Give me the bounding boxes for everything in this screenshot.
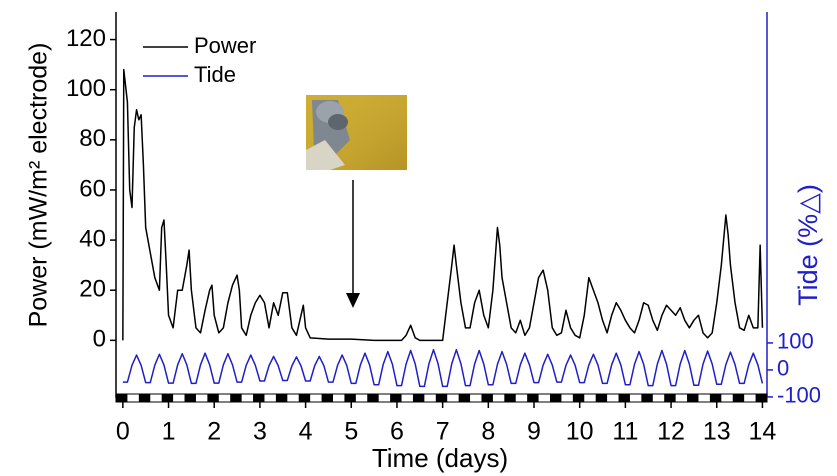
y-tick-label: 0 — [93, 326, 106, 353]
y-tick-label: 120 — [66, 25, 106, 52]
y2-tick-label: 0 — [777, 356, 789, 381]
x-tick-label: 7 — [436, 418, 450, 446]
series-line — [122, 68, 764, 342]
x-tick-label: 3 — [253, 418, 267, 446]
x-axis-label: Time (days) — [372, 443, 508, 473]
x-tick-label: 10 — [566, 418, 594, 446]
x-tick-label: 0 — [116, 418, 130, 446]
y2-tick-label: -100 — [777, 383, 821, 408]
y-axis-label: Power (mW/m² electrode) — [25, 43, 53, 328]
x-tick-label: 9 — [527, 418, 541, 446]
x-tick-label: 8 — [481, 418, 495, 446]
x-tick-label: 1 — [162, 418, 176, 446]
x-tick-label: 5 — [344, 418, 358, 446]
x-tick-label: 4 — [299, 418, 313, 446]
x-tick-label: 12 — [657, 418, 685, 446]
y-tick-label: 80 — [79, 125, 106, 152]
y-tick-label: 40 — [79, 225, 106, 252]
x-tick-label: 6 — [390, 418, 404, 446]
y-tick-label: 60 — [79, 175, 106, 202]
legend-label: Tide — [194, 62, 236, 87]
x-tick-label: 11 — [612, 418, 638, 446]
series-line — [122, 348, 764, 388]
y2-axis-label: Tide (%△) — [793, 184, 823, 306]
inset-photo — [306, 95, 407, 170]
legend-label: Power — [194, 33, 256, 58]
y-tick-label: 100 — [66, 75, 106, 102]
x-tick-label: 13 — [703, 418, 731, 446]
y2-tick-label: 100 — [777, 329, 814, 354]
x-tick-label: 14 — [749, 418, 777, 446]
x-tick-label: 2 — [207, 418, 221, 446]
y-tick-label: 20 — [79, 276, 106, 303]
arrow — [346, 180, 360, 308]
